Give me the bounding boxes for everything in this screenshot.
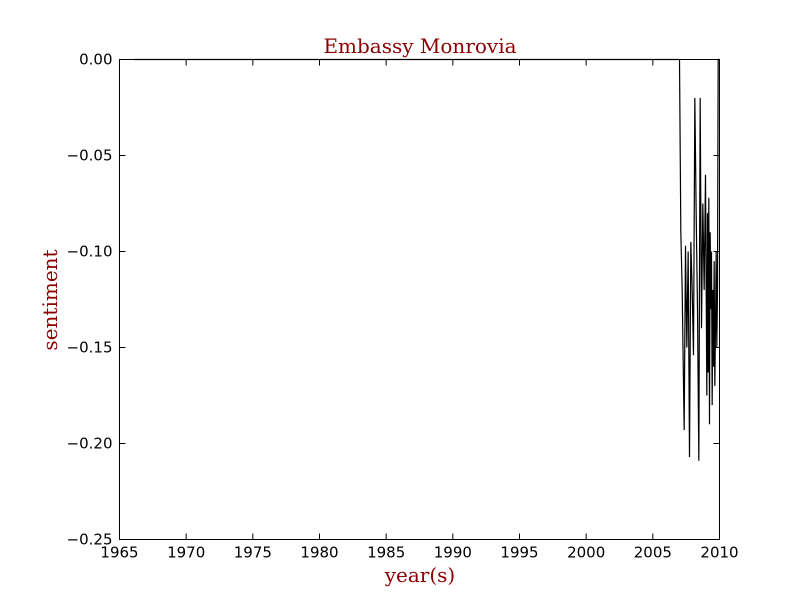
y-tick-label: −0.25	[67, 531, 113, 549]
x-tick-label: 1995	[500, 544, 538, 562]
x-tick-label: 1970	[167, 544, 205, 562]
x-axis-title: year(s)	[384, 563, 456, 587]
x-tick-label: 2000	[567, 544, 605, 562]
y-tick-label: −0.10	[67, 243, 113, 261]
chart-title: Embassy Monrovia	[323, 34, 516, 58]
x-tick-label: 1985	[367, 544, 405, 562]
y-axis-ticks: 0.00 −0.05 −0.10 −0.15 −0.20 −0.25	[67, 51, 720, 549]
x-tick-label: 1990	[434, 544, 472, 562]
x-tick-label: 2010	[700, 544, 738, 562]
plot-area: 1965 1970 1975 1980 1985 1990 1995 2000 2005 2010…	[67, 51, 739, 562]
x-tick-label: 1980	[300, 544, 338, 562]
y-tick-label: −0.05	[67, 147, 113, 165]
y-tick-label: 0.00	[79, 51, 112, 69]
y-axis-title: sentiment	[38, 249, 62, 350]
axes-frame	[119, 59, 720, 540]
x-tick-label: 1975	[234, 544, 272, 562]
y-tick-label: −0.15	[67, 339, 113, 357]
x-tick-label: 2005	[634, 544, 672, 562]
x-axis-ticks: 1965 1970 1975 1980 1985 1990 1995 2000 2005 2010	[100, 59, 739, 562]
sentiment-series-line	[134, 58, 720, 461]
series-layer	[134, 58, 720, 461]
y-tick-label: −0.20	[67, 435, 113, 453]
x-tick-label: 1965	[100, 544, 138, 562]
